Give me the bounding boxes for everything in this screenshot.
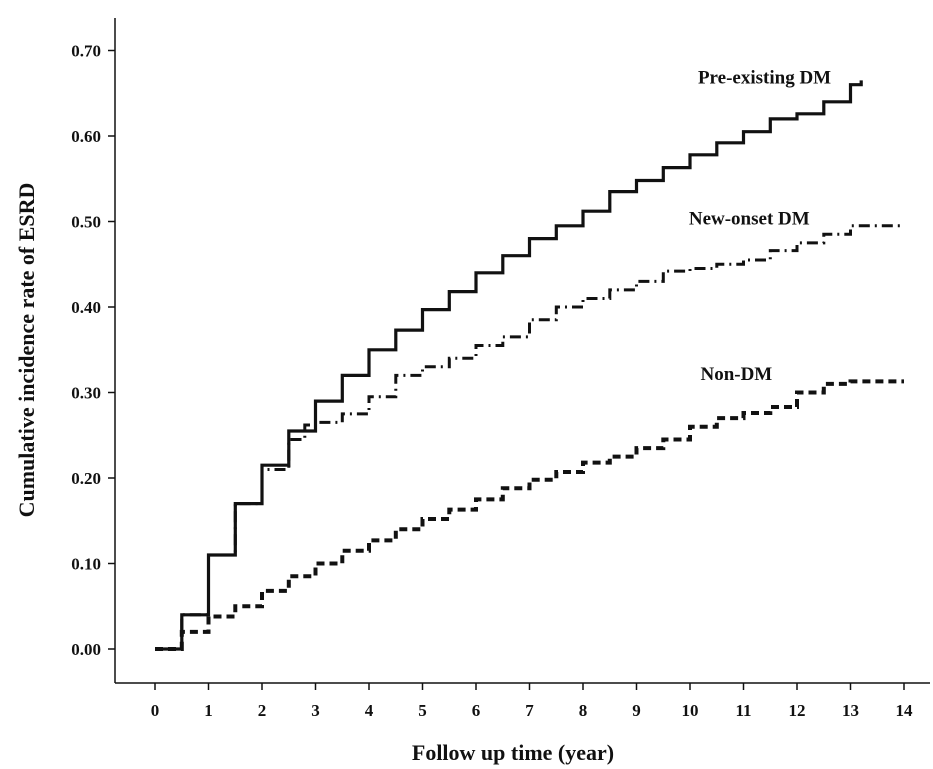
y-tick-label: 0.30: [71, 384, 101, 403]
x-tick-label: 13: [842, 701, 859, 720]
series-label: Non-DM: [700, 364, 772, 385]
curves: [155, 80, 904, 651]
x-tick-label: 4: [365, 701, 374, 720]
series-line-new-onset-dm: [155, 224, 904, 651]
x-tick-label: 7: [525, 701, 534, 720]
x-tick-label: 14: [896, 701, 914, 720]
x-tick-label: 0: [151, 701, 160, 720]
y-tick-label: 0.60: [71, 127, 101, 146]
series-label: Pre-existing DM: [698, 67, 831, 88]
x-axis-title: Follow up time (year): [412, 740, 614, 765]
series-labels: Pre-existing DM New-onset DM Non-DM: [689, 67, 831, 385]
y-tick-label: 0.20: [71, 469, 101, 488]
series-line-non-dm: [155, 379, 904, 651]
x-tick-label: 1: [204, 701, 213, 720]
x-tick-label: 9: [632, 701, 641, 720]
x-tick-label: 6: [472, 701, 481, 720]
x-tick-label: 8: [579, 701, 588, 720]
x-tick-label: 11: [735, 701, 751, 720]
y-tick-label: 0.40: [71, 298, 101, 317]
x-tick-label: 3: [311, 701, 320, 720]
x-tick-label: 2: [258, 701, 267, 720]
y-tick-label: 0.10: [71, 555, 101, 574]
x-tick-label: 10: [682, 701, 699, 720]
series-label: New-onset DM: [689, 209, 810, 230]
y-ticks: 0.00 0.10 0.20 0.30 0.40 0.50 0.60 0.70: [71, 42, 115, 659]
x-tick-label: 12: [789, 701, 806, 720]
x-tick-label: 5: [418, 701, 427, 720]
series-line-pre-existing-dm: [155, 80, 863, 651]
axes: [114, 18, 930, 684]
y-tick-label: 0.00: [71, 640, 101, 659]
y-axis-title: Cumulative incidence rate of ESRD: [14, 183, 39, 518]
y-tick-label: 0.70: [71, 42, 101, 61]
y-tick-label: 0.50: [71, 213, 101, 232]
x-ticks: 0 1 2 3 4 5 6 7 8 9 10 11 12 13 14: [151, 683, 913, 720]
